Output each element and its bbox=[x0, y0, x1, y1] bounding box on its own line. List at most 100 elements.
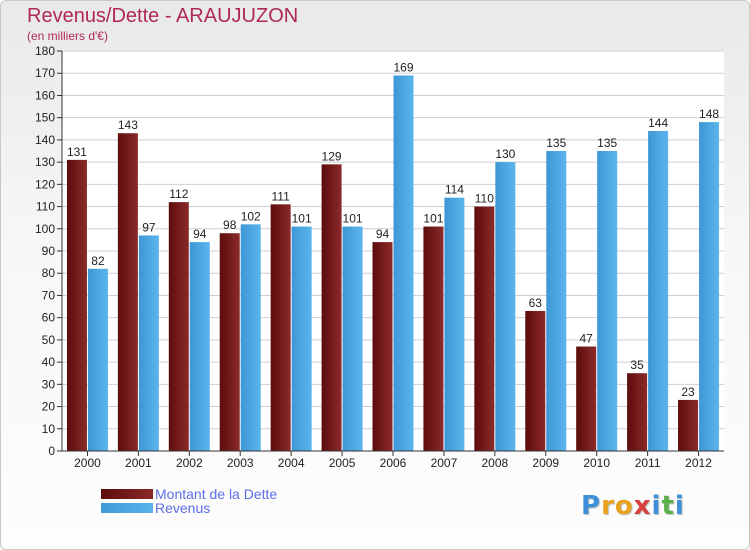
legend-label-revenus: Revenus bbox=[155, 500, 211, 516]
data-label-dette: 129 bbox=[322, 149, 342, 163]
chart-subtitle: (en milliers d'€) bbox=[27, 29, 108, 43]
x-tick-label: 2007 bbox=[431, 456, 458, 470]
data-label-dette: 101 bbox=[423, 212, 443, 226]
data-label-revenus: 94 bbox=[193, 227, 207, 241]
x-tick-label: 2004 bbox=[278, 456, 305, 470]
bar-dette bbox=[423, 226, 444, 451]
data-label-dette: 110 bbox=[475, 192, 494, 206]
y-tick-label: 170 bbox=[35, 66, 55, 80]
data-label-dette: 94 bbox=[376, 227, 390, 241]
bar-dette bbox=[219, 233, 240, 451]
bar-revenus bbox=[291, 226, 312, 451]
chart-title: Revenus/Dette - ARAUJUZON bbox=[27, 5, 299, 27]
x-tick-label: 2003 bbox=[227, 456, 254, 470]
x-tick-label: 2001 bbox=[125, 456, 152, 470]
data-label-revenus: 82 bbox=[91, 254, 105, 268]
bar-dette bbox=[678, 399, 699, 451]
y-tick-label: 20 bbox=[42, 400, 56, 414]
bar-dette bbox=[321, 164, 342, 452]
logo-letter: r bbox=[601, 491, 615, 521]
data-label-revenus: 135 bbox=[546, 136, 566, 150]
data-label-revenus: 97 bbox=[142, 220, 156, 234]
bar-revenus bbox=[699, 122, 720, 451]
logo-letter: x bbox=[633, 491, 652, 521]
x-tick-label: 2009 bbox=[532, 456, 559, 470]
y-tick-label: 140 bbox=[35, 133, 55, 147]
x-tick-label: 2010 bbox=[583, 456, 610, 470]
data-label-revenus: 144 bbox=[648, 116, 668, 130]
legend-swatch-dette bbox=[101, 489, 153, 499]
y-tick-label: 30 bbox=[42, 377, 56, 391]
y-tick-label: 0 bbox=[48, 444, 55, 458]
x-tick-label: 2005 bbox=[329, 456, 356, 470]
data-label-revenus: 148 bbox=[699, 107, 719, 121]
bar-dette bbox=[168, 202, 189, 451]
y-tick-label: 10 bbox=[42, 422, 56, 436]
bar-revenus bbox=[87, 268, 108, 451]
bar-dette bbox=[270, 204, 291, 451]
y-tick-label: 60 bbox=[42, 311, 56, 325]
bar-revenus bbox=[444, 197, 465, 451]
data-label-dette: 63 bbox=[529, 296, 543, 310]
logo-letter: P bbox=[581, 491, 602, 521]
data-label-revenus: 101 bbox=[292, 212, 312, 226]
x-tick-label: 2008 bbox=[481, 456, 508, 470]
data-label-revenus: 135 bbox=[597, 136, 617, 150]
legend-item-dette: Montant de la Dette bbox=[101, 487, 277, 501]
bar-dette bbox=[525, 311, 546, 451]
data-label-revenus: 169 bbox=[393, 60, 413, 74]
y-tick-label: 180 bbox=[35, 44, 55, 58]
data-label-revenus: 114 bbox=[445, 183, 464, 197]
data-label-dette: 23 bbox=[681, 385, 695, 399]
data-label-dette: 35 bbox=[630, 358, 644, 372]
bar-revenus bbox=[342, 226, 363, 451]
y-tick-label: 130 bbox=[35, 155, 55, 169]
bar-revenus bbox=[393, 75, 414, 451]
bar-revenus bbox=[597, 151, 618, 451]
bar-dette bbox=[372, 242, 393, 451]
proxiti-logo: Proxiti bbox=[581, 491, 685, 521]
logo-letter: i bbox=[651, 491, 662, 521]
bar-revenus bbox=[189, 242, 210, 451]
y-tick-label: 150 bbox=[35, 111, 55, 125]
y-tick-label: 80 bbox=[42, 266, 56, 280]
bar-revenus bbox=[546, 151, 567, 451]
y-tick-label: 110 bbox=[36, 200, 55, 214]
legend-label-dette: Montant de la Dette bbox=[155, 486, 278, 502]
logo-letter: o bbox=[614, 491, 634, 521]
bar-dette bbox=[66, 159, 87, 451]
x-tick-label: 2006 bbox=[380, 456, 407, 470]
data-label-dette: 143 bbox=[118, 118, 138, 132]
bar-revenus bbox=[138, 235, 159, 451]
bar-dette bbox=[117, 133, 138, 451]
data-label-dette: 47 bbox=[580, 332, 594, 346]
x-tick-label: 2011 bbox=[635, 456, 661, 470]
bar-dette bbox=[576, 346, 597, 451]
bar-dette bbox=[474, 206, 495, 451]
y-tick-label: 160 bbox=[35, 88, 55, 102]
logo-letter: t bbox=[661, 491, 675, 521]
y-tick-label: 120 bbox=[35, 177, 55, 191]
x-tick-label: 2012 bbox=[685, 456, 712, 470]
y-tick-label: 50 bbox=[42, 333, 56, 347]
data-label-revenus: 101 bbox=[343, 212, 363, 226]
y-tick-label: 70 bbox=[42, 288, 56, 302]
y-tick-label: 40 bbox=[42, 355, 56, 369]
bar-dette bbox=[627, 373, 648, 451]
y-tick-label: 100 bbox=[35, 222, 55, 236]
bar-revenus bbox=[240, 224, 261, 451]
x-tick-label: 2000 bbox=[74, 456, 101, 470]
data-label-revenus: 130 bbox=[495, 147, 515, 161]
data-label-dette: 112 bbox=[169, 187, 188, 201]
legend-item-revenus: Revenus bbox=[101, 501, 277, 515]
data-label-dette: 111 bbox=[272, 189, 291, 203]
legend-swatch-revenus bbox=[101, 503, 153, 513]
logo-letter: i bbox=[674, 491, 685, 521]
legend: Montant de la Dette Revenus bbox=[101, 487, 277, 515]
bar-revenus bbox=[648, 131, 669, 451]
data-label-revenus: 102 bbox=[241, 209, 261, 223]
data-label-dette: 131 bbox=[67, 145, 87, 159]
y-tick-label: 90 bbox=[42, 244, 56, 258]
